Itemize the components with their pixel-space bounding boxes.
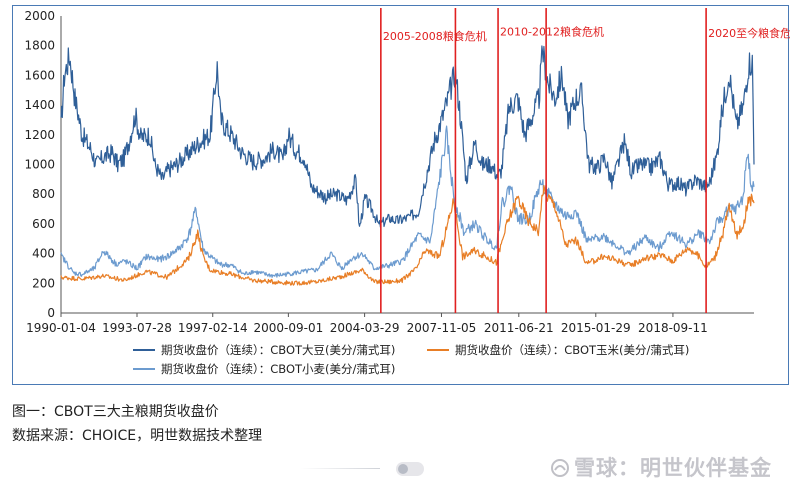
data-source: 数据来源：CHOICE，明世数据技术整理 <box>12 428 263 444</box>
crisis-annotation: 2020至今粮食危机 <box>708 26 790 40</box>
x-tick-label: 2000-09-01 <box>254 321 324 335</box>
watermark: 雪球：明世伙伴基金 <box>550 452 772 482</box>
series-line <box>60 125 755 278</box>
footer-divider <box>300 468 380 469</box>
y-tick-label: 1200 <box>24 128 55 142</box>
y-tick-label: 200 <box>32 276 55 290</box>
figure-title: 图一：CBOT三大主粮期货收盘价 <box>12 404 219 420</box>
page-toggle[interactable] <box>396 462 424 476</box>
x-tick-label: 2011-06-21 <box>484 321 554 335</box>
series-line <box>60 184 755 286</box>
chart-frame: 0 200 400 600 800 1000 1200 1400 1600 1800 2000 199… <box>12 5 790 385</box>
x-tick-label: 2007-11-05 <box>407 321 477 335</box>
legend-label: 期货收盘价（连续）：CBOT小麦(美分/蒲式耳) <box>161 362 395 376</box>
chart-svg: 0 200 400 600 800 1000 1200 1400 1600 1800 2000 199… <box>24 8 790 376</box>
x-tick-label: 2004-03-29 <box>330 321 400 335</box>
x-tick-label: 1997-02-14 <box>178 321 248 335</box>
y-tick-label: 400 <box>32 247 55 261</box>
snowball-logo-icon <box>551 459 569 477</box>
y-tick-label: 800 <box>32 187 55 201</box>
y-tick-label: 600 <box>32 217 55 231</box>
x-tick-label: 1993-07-28 <box>102 321 172 335</box>
x-tick-label: 2018-09-11 <box>638 321 708 335</box>
y-tick-label: 1600 <box>24 68 55 82</box>
y-tick-label: 2000 <box>24 9 55 23</box>
toggle-knob <box>398 464 408 474</box>
watermark-text: 雪球：明世伙伴基金 <box>574 456 772 480</box>
series-line <box>60 45 755 228</box>
y-tick-label: 0 <box>47 306 55 320</box>
y-tick-label: 1400 <box>24 98 55 112</box>
y-tick-label: 1000 <box>24 158 55 172</box>
crisis-annotation: 2005-2008粮食危机 <box>383 29 487 43</box>
legend-label: 期货收盘价（连续）：CBOT玉米(美分/蒲式耳) <box>455 343 689 357</box>
y-tick-label: 1800 <box>24 39 55 53</box>
x-tick-label: 2015-01-29 <box>561 321 631 335</box>
x-tick-label: 1990-01-04 <box>26 321 96 335</box>
crisis-annotation: 2010-2012粮食危机 <box>500 24 604 38</box>
legend-label: 期货收盘价（连续）：CBOT大豆(美分/蒲式耳) <box>161 343 395 357</box>
